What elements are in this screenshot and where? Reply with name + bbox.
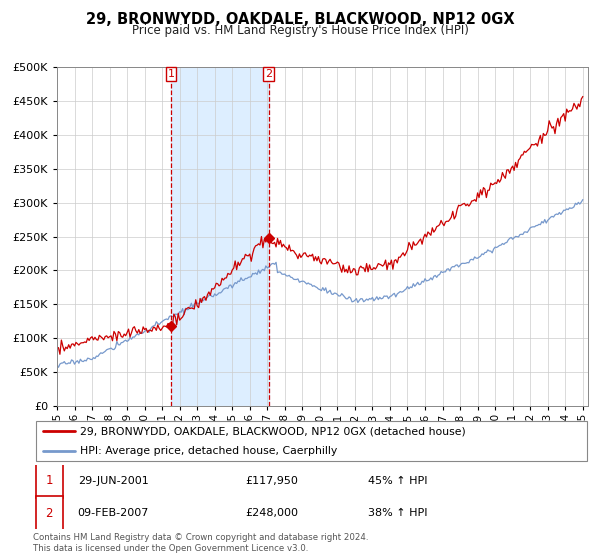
- Text: 45% ↑ HPI: 45% ↑ HPI: [368, 476, 427, 486]
- Text: HPI: Average price, detached house, Caerphilly: HPI: Average price, detached house, Caer…: [80, 446, 338, 456]
- Bar: [171, 67, 269, 406]
- Text: 29, BRONWYDD, OAKDALE, BLACKWOOD, NP12 0GX (detached house): 29, BRONWYDD, OAKDALE, BLACKWOOD, NP12 0…: [80, 426, 466, 436]
- Text: Price paid vs. HM Land Registry's House Price Index (HPI): Price paid vs. HM Land Registry's House …: [131, 24, 469, 37]
- Text: 2: 2: [46, 507, 53, 520]
- FancyBboxPatch shape: [36, 421, 587, 461]
- Text: 29-JUN-2001: 29-JUN-2001: [77, 476, 148, 486]
- Text: £117,950: £117,950: [245, 476, 298, 486]
- Text: £248,000: £248,000: [245, 508, 298, 518]
- FancyBboxPatch shape: [36, 496, 62, 530]
- Text: 38% ↑ HPI: 38% ↑ HPI: [368, 508, 427, 518]
- Text: 09-FEB-2007: 09-FEB-2007: [77, 508, 149, 518]
- Text: Contains HM Land Registry data © Crown copyright and database right 2024.
This d: Contains HM Land Registry data © Crown c…: [33, 533, 368, 553]
- Text: 1: 1: [167, 69, 175, 79]
- Text: 2: 2: [265, 69, 272, 79]
- Text: 1: 1: [46, 474, 53, 487]
- Text: 29, BRONWYDD, OAKDALE, BLACKWOOD, NP12 0GX: 29, BRONWYDD, OAKDALE, BLACKWOOD, NP12 0…: [86, 12, 514, 27]
- FancyBboxPatch shape: [36, 464, 62, 498]
